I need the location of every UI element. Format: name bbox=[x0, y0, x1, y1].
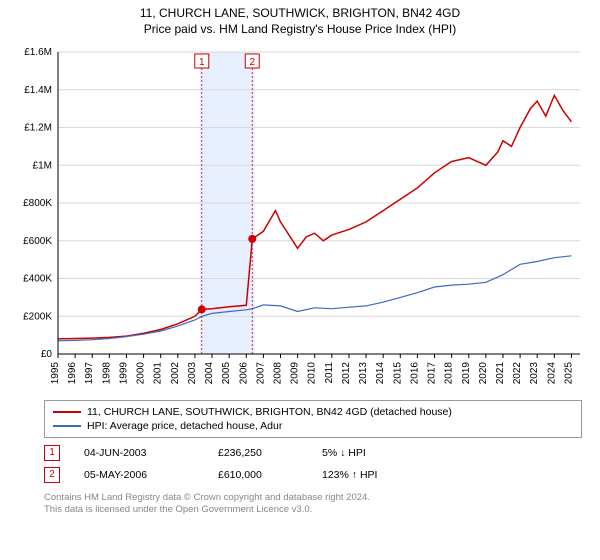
svg-text:2024: 2024 bbox=[546, 362, 557, 385]
svg-text:£1.2M: £1.2M bbox=[24, 123, 52, 134]
svg-text:£800K: £800K bbox=[23, 198, 52, 209]
sale-price: £610,000 bbox=[218, 469, 298, 481]
sale-date: 04-JUN-2003 bbox=[84, 447, 194, 459]
svg-text:2014: 2014 bbox=[375, 362, 386, 385]
svg-text:£200K: £200K bbox=[23, 311, 52, 322]
svg-text:£1.6M: £1.6M bbox=[24, 47, 52, 58]
footer-line-2: This data is licensed under the Open Gov… bbox=[44, 504, 582, 516]
svg-text:2002: 2002 bbox=[170, 362, 181, 385]
svg-text:£600K: £600K bbox=[23, 236, 52, 247]
legend-item: 11, CHURCH LANE, SOUTHWICK, BRIGHTON, BN… bbox=[53, 405, 573, 419]
svg-text:1998: 1998 bbox=[101, 362, 112, 385]
sale-date: 05-MAY-2006 bbox=[84, 469, 194, 481]
svg-text:1997: 1997 bbox=[84, 362, 95, 385]
sale-row: 1 04-JUN-2003 £236,250 5% ↓ HPI bbox=[44, 442, 582, 464]
sale-marker-box: 2 bbox=[44, 467, 60, 483]
svg-text:2011: 2011 bbox=[324, 362, 335, 384]
title-line-2: Price paid vs. HM Land Registry's House … bbox=[0, 22, 600, 36]
footer-attribution: Contains HM Land Registry data © Crown c… bbox=[44, 492, 582, 517]
svg-text:2004: 2004 bbox=[204, 362, 215, 385]
svg-text:2007: 2007 bbox=[255, 362, 266, 385]
svg-text:2023: 2023 bbox=[529, 362, 540, 385]
sale-marker-box: 1 bbox=[44, 445, 60, 461]
svg-text:£1M: £1M bbox=[33, 160, 52, 171]
svg-text:2022: 2022 bbox=[512, 362, 523, 385]
legend-label: 11, CHURCH LANE, SOUTHWICK, BRIGHTON, BN… bbox=[87, 406, 452, 418]
sale-pct-vs-hpi: 123% ↑ HPI bbox=[322, 469, 432, 481]
svg-text:2012: 2012 bbox=[341, 362, 352, 385]
svg-text:2001: 2001 bbox=[153, 362, 164, 385]
svg-text:1999: 1999 bbox=[118, 362, 129, 385]
svg-text:1: 1 bbox=[199, 57, 205, 68]
svg-text:2006: 2006 bbox=[238, 362, 249, 385]
svg-text:1995: 1995 bbox=[50, 362, 61, 385]
chart-titles: 11, CHURCH LANE, SOUTHWICK, BRIGHTON, BN… bbox=[0, 0, 600, 36]
sales-table: 1 04-JUN-2003 £236,250 5% ↓ HPI 2 05-MAY-2006… bbox=[44, 442, 582, 486]
svg-text:£0: £0 bbox=[41, 349, 53, 360]
legend-label: HPI: Average price, detached house, Adur bbox=[87, 420, 282, 432]
svg-text:2003: 2003 bbox=[187, 362, 198, 385]
svg-text:2019: 2019 bbox=[461, 362, 472, 385]
footer-line-1: Contains HM Land Registry data © Crown c… bbox=[44, 492, 582, 504]
chart-legend: 11, CHURCH LANE, SOUTHWICK, BRIGHTON, BN… bbox=[44, 400, 582, 438]
svg-text:1996: 1996 bbox=[67, 362, 78, 385]
svg-text:2021: 2021 bbox=[495, 362, 506, 385]
svg-text:2: 2 bbox=[249, 57, 255, 68]
svg-text:2020: 2020 bbox=[478, 362, 489, 385]
sale-price: £236,250 bbox=[218, 447, 298, 459]
chart-area: £0 £200K £400K £600K £800K £1M £1.2M £1.4M £1.6M… bbox=[10, 44, 590, 394]
svg-text:2025: 2025 bbox=[563, 362, 574, 385]
svg-text:2015: 2015 bbox=[392, 362, 403, 385]
line-chart-svg: £0 £200K £400K £600K £800K £1M £1.2M £1.4M £1.6M… bbox=[10, 44, 590, 394]
legend-swatch bbox=[53, 411, 81, 413]
legend-swatch bbox=[53, 425, 81, 427]
svg-text:2010: 2010 bbox=[307, 362, 318, 385]
svg-text:2008: 2008 bbox=[272, 362, 283, 385]
sale-pct-vs-hpi: 5% ↓ HPI bbox=[322, 447, 432, 459]
svg-text:2000: 2000 bbox=[136, 362, 147, 385]
title-line-1: 11, CHURCH LANE, SOUTHWICK, BRIGHTON, BN… bbox=[0, 6, 600, 20]
legend-item: HPI: Average price, detached house, Adur bbox=[53, 419, 573, 433]
svg-text:£1.4M: £1.4M bbox=[24, 85, 52, 96]
svg-text:2005: 2005 bbox=[221, 362, 232, 385]
svg-text:£400K: £400K bbox=[23, 274, 52, 285]
svg-text:2013: 2013 bbox=[358, 362, 369, 385]
svg-text:2009: 2009 bbox=[290, 362, 301, 385]
svg-text:2017: 2017 bbox=[427, 362, 438, 385]
svg-text:2016: 2016 bbox=[409, 362, 420, 385]
sale-row: 2 05-MAY-2006 £610,000 123% ↑ HPI bbox=[44, 464, 582, 486]
svg-text:2018: 2018 bbox=[444, 362, 455, 385]
